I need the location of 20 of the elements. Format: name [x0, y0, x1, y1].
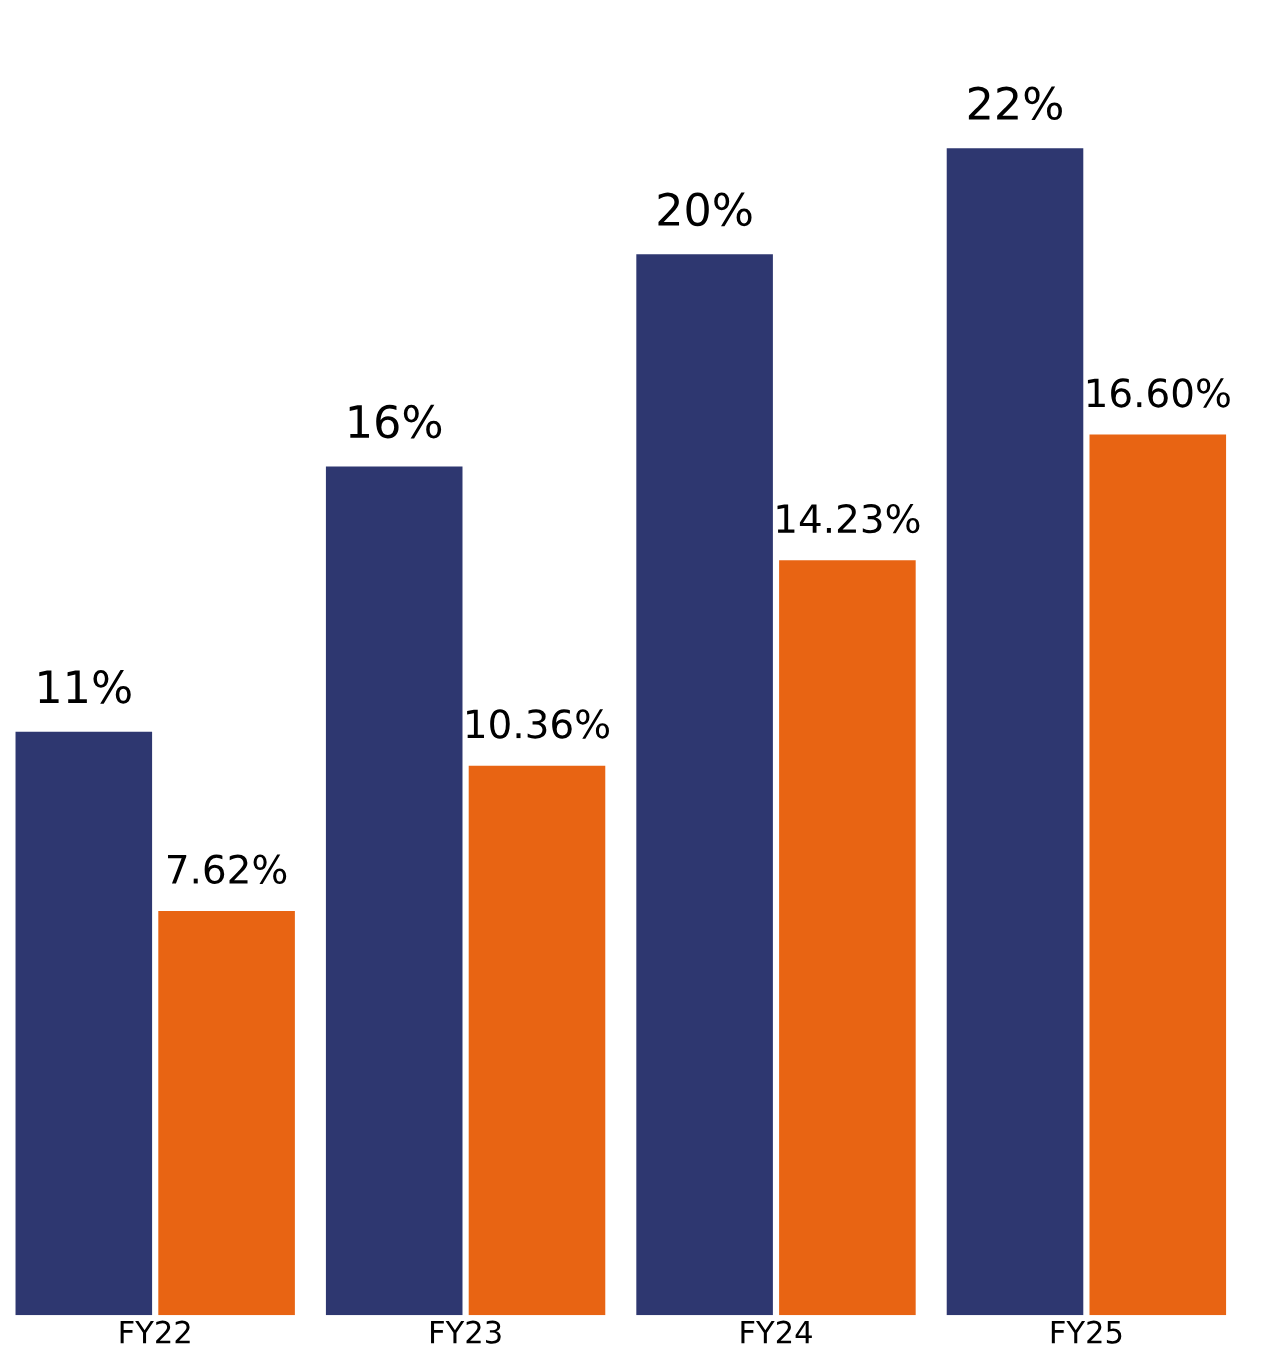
bar: [1089, 434, 1227, 1316]
bar: [158, 910, 295, 1316]
x-tick-label: FY24: [741, 1320, 812, 1344]
bar: [946, 148, 1084, 1316]
bar: [15, 731, 153, 1316]
x-tick-label: FY23: [431, 1320, 501, 1344]
data-label: 10.36%: [467, 709, 609, 739]
data-label: 16%: [349, 404, 442, 439]
data-label: 11%: [39, 670, 131, 704]
data-label: 20%: [658, 192, 752, 227]
bar: [468, 765, 606, 1316]
x-tick-label: FY22: [120, 1320, 190, 1344]
data-label: 22%: [968, 86, 1062, 121]
data-label: 14.23%: [777, 503, 920, 534]
data-label: 16.60%: [1087, 378, 1230, 408]
x-tick-label: FY25: [1051, 1320, 1122, 1344]
bar: [779, 560, 916, 1316]
bar: [636, 254, 773, 1316]
data-label: 7.62%: [168, 854, 287, 884]
bar: [325, 466, 463, 1316]
